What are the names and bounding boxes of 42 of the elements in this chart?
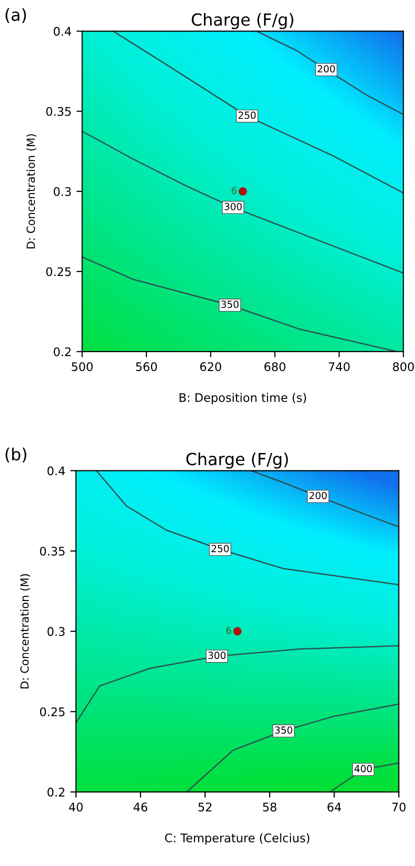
y-axis-title: D: Concentration (M) [26,134,36,248]
line-series [76,645,399,724]
text: (b) [6,448,26,462]
line-series [82,256,398,352]
text: (a) [6,8,26,23]
line-series [250,470,399,528]
x-tick-label: 620 [200,362,222,372]
x-tick-label: 70 [392,802,406,812]
line-series [186,703,399,792]
line-series [96,470,399,586]
x-tick-label: 560 [136,362,157,372]
y-tick-label: 0.35 [46,107,71,116]
y-tick-label: 0.3 [54,187,71,196]
y-tick-label: 0.2 [54,347,71,356]
x-tick-label: 52 [198,802,212,812]
x-tick-label: 740 [328,362,350,372]
y-tick-label: 0.25 [46,267,71,276]
x-tick-label: 800 [392,362,414,372]
chart-title: Charge (F/g) [186,452,288,469]
x-tick-label: 680 [264,362,286,372]
point [238,187,247,196]
point [233,627,242,636]
annotation: 6 [232,186,237,194]
x-axis-title: B: Deposition time (s) [180,392,306,404]
x-tick-label: 64 [328,802,342,812]
line-series [256,31,404,116]
y-tick-label: 0.35 [40,546,64,556]
line-series [82,130,404,274]
x-tick-label: 58 [263,802,276,812]
y-tick-label: 0.4 [54,26,72,36]
annotation: 6 [226,626,232,634]
x-tick-label: 46 [134,802,148,812]
x-tick-label: 40 [69,802,83,812]
y-tick-label: 0.3 [48,627,65,636]
chart-title: Charge (F/g) [192,12,294,30]
y-axis-title: D: Concentration (M) [20,574,30,688]
y-tick-label: 0.2 [48,788,64,797]
x-axis-title: C: Temperature (Celcius) [165,833,310,845]
x-tick-label: 500 [72,362,93,372]
y-tick-label: 0.25 [40,707,64,716]
line-series [112,31,404,194]
y-tick-label: 0.4 [48,466,65,476]
